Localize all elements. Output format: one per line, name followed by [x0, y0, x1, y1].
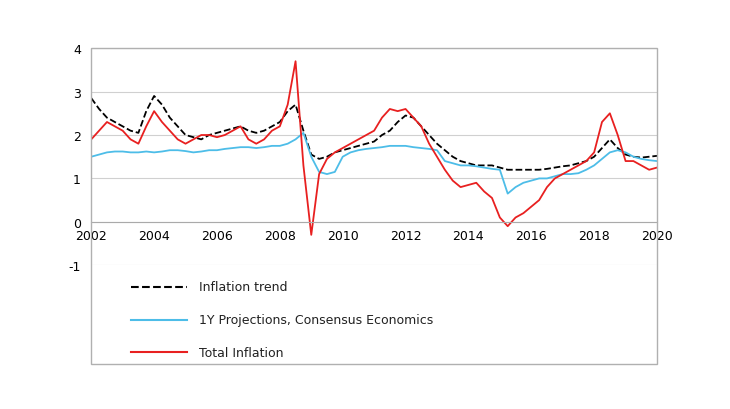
Line: Total Inflation: Total Inflation — [91, 62, 657, 235]
Inflation trend — [150, 94, 158, 99]
Total Inflation — [275, 125, 284, 130]
Inflation trend — [283, 110, 292, 115]
1Y Projections, Consensus Economics — [299, 131, 308, 136]
Total Inflation — [307, 233, 315, 238]
Text: 1Y Projections, Consensus Economics: 1Y Projections, Consensus Economics — [199, 313, 433, 326]
Inflation trend — [653, 154, 661, 159]
Total Inflation — [653, 166, 661, 171]
Total Inflation — [212, 135, 221, 140]
Total Inflation — [574, 164, 583, 169]
Line: 1Y Projections, Consensus Economics: 1Y Projections, Consensus Economics — [91, 133, 657, 194]
Inflation trend — [503, 168, 512, 173]
1Y Projections, Consensus Economics — [574, 171, 583, 176]
Inflation trend — [87, 97, 96, 101]
1Y Projections, Consensus Economics — [275, 144, 284, 149]
Text: Inflation trend: Inflation trend — [199, 281, 287, 294]
Total Inflation — [291, 60, 300, 65]
Inflation trend — [574, 162, 583, 166]
1Y Projections, Consensus Economics — [653, 159, 661, 164]
Inflation trend — [220, 129, 229, 134]
Total Inflation — [590, 151, 599, 155]
Inflation trend — [613, 146, 622, 151]
1Y Projections, Consensus Economics — [613, 148, 622, 153]
Total Inflation — [613, 133, 622, 138]
Total Inflation — [87, 137, 96, 142]
Inflation trend — [590, 155, 599, 160]
Inflation trend — [377, 133, 386, 138]
1Y Projections, Consensus Economics — [377, 145, 386, 150]
1Y Projections, Consensus Economics — [87, 155, 96, 160]
1Y Projections, Consensus Economics — [212, 148, 221, 153]
Total Inflation — [385, 107, 394, 112]
Text: Total Inflation: Total Inflation — [199, 346, 283, 359]
1Y Projections, Consensus Economics — [590, 164, 599, 169]
1Y Projections, Consensus Economics — [503, 192, 512, 197]
Line: Inflation trend: Inflation trend — [91, 97, 657, 170]
